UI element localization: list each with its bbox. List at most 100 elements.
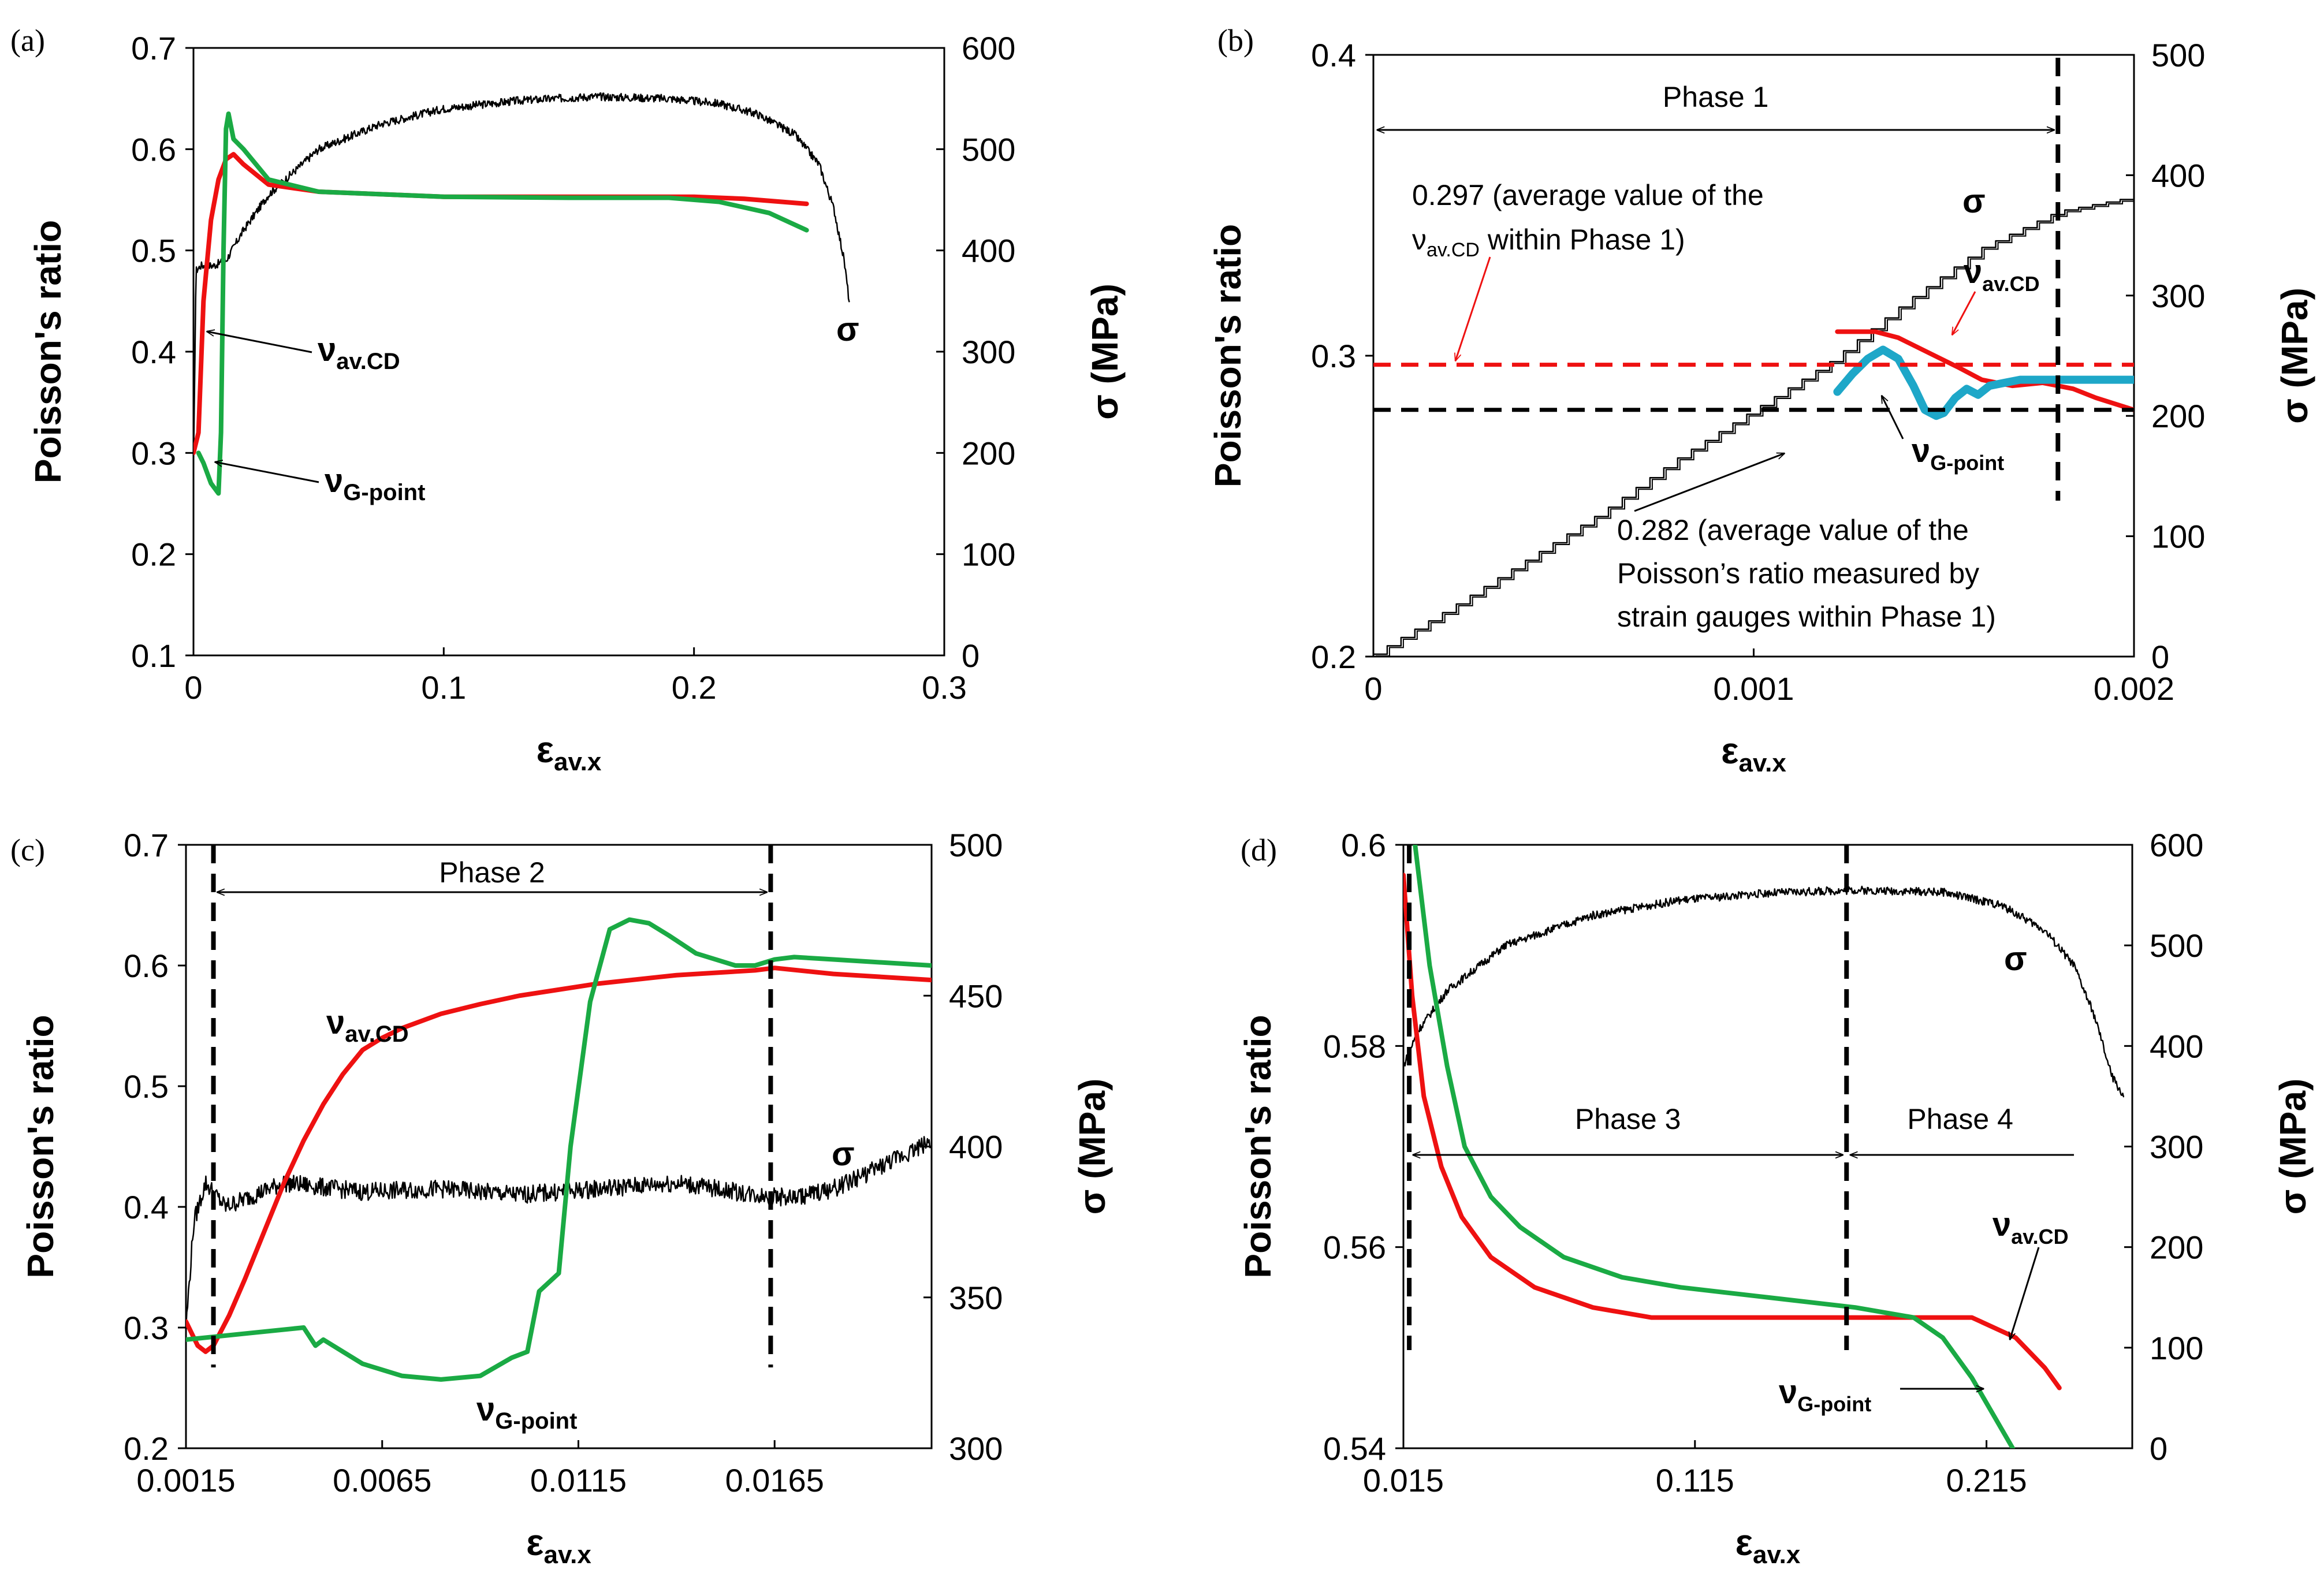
plot-area (1373, 196, 2134, 657)
y-tick-label: 0.3 (1311, 338, 1356, 374)
reference-arrow-red (1455, 256, 1491, 361)
panel-c: (c) 0.0015 0.0065 0.0115 0.0165 0.2 0.3 0.4 0.5… (10, 827, 1113, 1569)
x-axis-title-main: ε (1735, 1522, 1753, 1563)
x-axis-title-main: ε (1721, 730, 1738, 771)
series-line-nu-g-point (1833, 345, 2134, 420)
x-axis-title: εav.x (537, 729, 602, 776)
x-tick-label: 0.0115 (530, 1462, 627, 1498)
annotation-nu-av-cd-main: ν (318, 331, 336, 368)
annotation-sigma: σ (832, 1135, 855, 1173)
reference-label-black: 0.282 (average value of the (1617, 514, 1969, 546)
y-axis-title: Poisson's ratio (20, 1015, 61, 1278)
reference-label-black: strain gauges within Phase 1) (1617, 601, 1996, 633)
y-tick-label: 0.4 (1311, 37, 1356, 73)
y2-tick-label: 0 (2150, 1430, 2167, 1467)
x-tick-label: 0 (184, 669, 202, 706)
x-axis-title-sub: av.x (1753, 1541, 1801, 1569)
y-tick-label: 0.58 (1323, 1028, 1386, 1064)
y2-axis-title: σ (MPa) (1084, 284, 1126, 420)
series-line-nu-g-point (196, 111, 809, 496)
x-tick-label: 0.1 (421, 669, 466, 706)
y-tick-label: 0.6 (131, 131, 176, 167)
reference-label-red: 0.297 (average value of the (1412, 179, 1764, 211)
y2-tick-label: 100 (2151, 519, 2205, 555)
y-tick-label: 0.2 (1311, 639, 1356, 675)
y-axis-title: Poisson's ratio (27, 220, 69, 483)
series-line-nu-av-cd (186, 966, 932, 1354)
y-tick-label: 0.54 (1323, 1430, 1386, 1467)
x-axis-title: εav.x (526, 1522, 591, 1569)
annotation-nu-av-cd-main: ν (1992, 1206, 2011, 1243)
x-tick-label: 0.2 (672, 669, 717, 706)
annotation-arrow (2010, 1247, 2040, 1340)
y2-tick-label: 400 (2150, 1028, 2203, 1064)
y2-tick-label: 200 (2151, 398, 2205, 434)
annotation-nu-g-point-main: ν (325, 462, 343, 499)
x-tick-label: 0.3 (922, 669, 967, 706)
y-tick-label: 0.2 (131, 536, 176, 573)
y-tick-label: 0.4 (124, 1189, 169, 1225)
y2-tick-label: 300 (2151, 278, 2205, 314)
annotation-arrow-red (1952, 291, 1976, 335)
annotation-nu-g-point: νG-point (1912, 432, 2004, 475)
annotation-nu-av-cd-main: ν (326, 1004, 345, 1041)
reference-label-part: av.CD (1427, 239, 1480, 261)
y-tick-label: 0.1 (131, 638, 176, 674)
annotation-nu-av-cd: νav.CD (318, 331, 400, 374)
y2-tick-label: 200 (2150, 1229, 2203, 1266)
phase-label: Phase 3 (1575, 1103, 1681, 1135)
phase-label: Phase 4 (1907, 1103, 2013, 1135)
series-line-sigma-trace (1376, 200, 2134, 657)
phase-label: Phase 2 (439, 856, 545, 889)
annotation-nu-av-cd-sub: av.CD (2011, 1225, 2068, 1248)
y2-axis-title: σ (MPa) (2274, 288, 2315, 424)
y2-tick-label: 400 (2151, 157, 2205, 193)
annotation-nu-g-point: νG-point (1779, 1373, 1871, 1416)
y-tick-label: 0.56 (1323, 1229, 1386, 1266)
x-tick-label: 0.001 (1713, 670, 1794, 707)
panel-b: (b) 0 0.001 0.002 0.2 0.3 0.4 0 100 200 300 400 500… (1207, 23, 2315, 777)
y2-tick-label: 500 (2151, 37, 2205, 73)
x-tick-label: 0.0165 (725, 1462, 824, 1498)
reference-label-black: Poisson’s ratio measured by (1617, 557, 1979, 590)
x-axis-title-main: ε (537, 729, 554, 770)
series-line-sigma (186, 1136, 932, 1331)
y2-tick-label: 300 (962, 334, 1015, 370)
reference-label-part: within Phase 1) (1480, 223, 1685, 256)
x-tick-label: 0.015 (1363, 1462, 1444, 1498)
y2-tick-label: 0 (2151, 639, 2169, 675)
annotation-sigma: σ (2004, 940, 2027, 978)
annotation-nu-av-cd-main: ν (1964, 253, 1982, 290)
y-tick-label: 0.5 (124, 1068, 169, 1105)
y2-tick-label: 200 (962, 435, 1015, 471)
annotation-arrow (215, 462, 319, 483)
series-line-nu-g-point (186, 917, 932, 1382)
series-line-nu-g-point (1413, 845, 2016, 1448)
y2-tick-label: 300 (2150, 1129, 2203, 1165)
annotation-nu-g-point: νG-point (325, 462, 425, 505)
y2-tick-label: 450 (949, 978, 1003, 1014)
y-tick-label: 0.3 (131, 435, 176, 471)
x-tick-label: 0.115 (1656, 1462, 1734, 1498)
reference-arrow-black (1634, 452, 1785, 512)
x-axis-title: εav.x (1735, 1522, 1801, 1569)
x-axis-title-sub: av.x (554, 748, 602, 776)
y2-tick-label: 400 (962, 233, 1015, 269)
x-axis-title-sub: av.x (544, 1541, 592, 1569)
y2-tick-label: 500 (962, 131, 1015, 167)
y-tick-label: 0.4 (131, 334, 176, 370)
x-axis-title-main: ε (526, 1522, 543, 1563)
y2-tick-label: 500 (2150, 927, 2203, 964)
plot-frame (185, 844, 933, 1449)
x-tick-label: 0 (1364, 670, 1382, 707)
annotation-nu-av-cd: νav.CD (1964, 253, 2040, 296)
annotation-nu-av-cd-sub: av.CD (345, 1022, 408, 1047)
y2-axis-title: σ (MPa) (1071, 1079, 1113, 1215)
y-tick-label: 0.6 (1341, 827, 1386, 863)
annotation-nu-g-point: νG-point (476, 1391, 577, 1434)
annotation-nu-g-point-sub: G-point (343, 480, 425, 505)
y-axis-title: Poisson's ratio (1237, 1015, 1279, 1278)
panel-d: (d) 0.015 0.115 0.215 0.54 0.56 0.58 0.6 0 100 20… (1237, 827, 2314, 1569)
plot-frame (1402, 844, 2133, 1449)
